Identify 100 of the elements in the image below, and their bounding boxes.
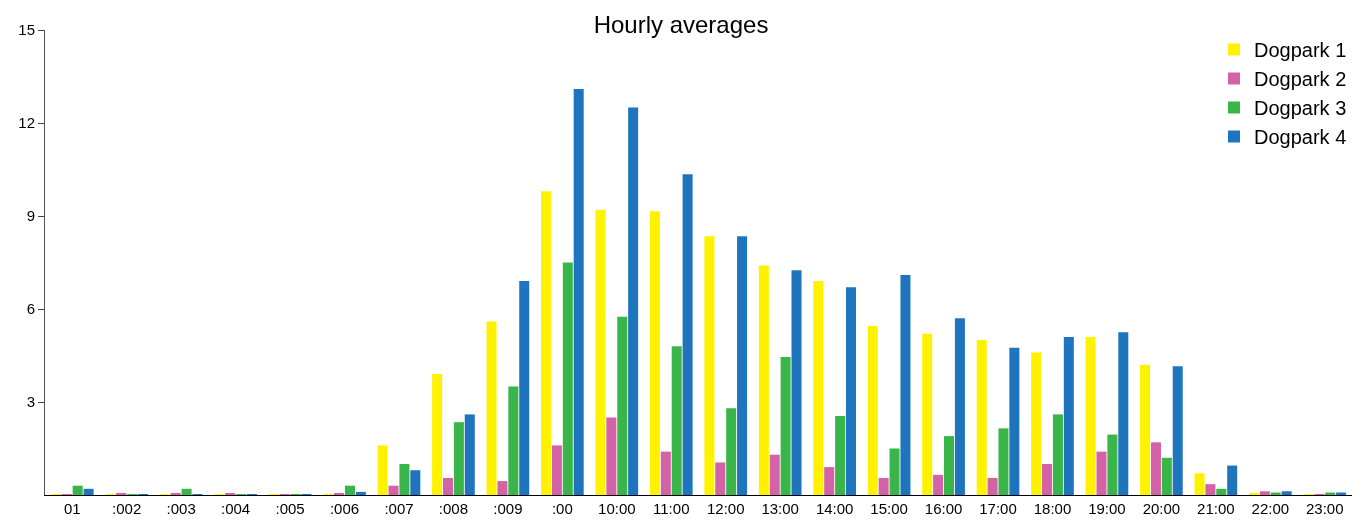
bar bbox=[715, 462, 726, 495]
x-tick-label: 23:00 bbox=[1306, 500, 1344, 517]
bar bbox=[1031, 352, 1042, 495]
bar bbox=[1052, 414, 1063, 495]
bar bbox=[628, 107, 639, 495]
bar bbox=[1259, 491, 1270, 495]
bar bbox=[432, 374, 443, 495]
bar bbox=[541, 191, 552, 495]
bar bbox=[606, 417, 617, 495]
bar bbox=[1042, 464, 1053, 495]
x-tick-label: :008 bbox=[438, 500, 469, 517]
legend-label: Dogpark 4 bbox=[1254, 126, 1347, 149]
legend-label: Dogpark 3 bbox=[1254, 97, 1347, 120]
bar bbox=[344, 485, 355, 495]
x-tick-label: 17:00 bbox=[979, 500, 1017, 517]
x-tick-label: :003 bbox=[166, 500, 196, 517]
x-tick-label: :009 bbox=[493, 500, 523, 517]
bar bbox=[388, 485, 399, 495]
x-tick-label: 01 bbox=[63, 500, 81, 517]
bar bbox=[1227, 465, 1238, 495]
bar bbox=[1161, 457, 1172, 495]
x-tick-label: 19:00 bbox=[1088, 500, 1126, 517]
bar bbox=[497, 481, 508, 495]
x-tick-label: 15:00 bbox=[870, 500, 908, 517]
bar bbox=[933, 474, 944, 495]
x-tick-label: :00 bbox=[551, 500, 573, 517]
bar bbox=[944, 436, 955, 495]
bar bbox=[889, 448, 900, 495]
bar bbox=[464, 414, 475, 495]
bar bbox=[758, 265, 769, 495]
bar bbox=[508, 386, 519, 495]
bar bbox=[399, 464, 410, 495]
bar bbox=[355, 491, 366, 495]
bar bbox=[1107, 434, 1118, 495]
bar bbox=[1118, 332, 1129, 495]
bar bbox=[617, 316, 628, 495]
x-tick-label: 10:00 bbox=[598, 500, 636, 517]
legend-label: Dogpark 2 bbox=[1254, 68, 1347, 91]
bar bbox=[573, 88, 584, 495]
y-tick-label: 9 bbox=[26, 207, 35, 225]
x-tick-label: :007 bbox=[384, 500, 414, 517]
bar bbox=[867, 326, 878, 495]
bar bbox=[845, 287, 856, 495]
bar bbox=[1009, 347, 1020, 495]
bar bbox=[987, 477, 998, 495]
bar bbox=[824, 467, 835, 495]
legend-label: Dogpark 1 bbox=[1254, 39, 1347, 62]
x-tick-label: 18:00 bbox=[1033, 500, 1072, 517]
bar bbox=[1085, 336, 1096, 495]
bar bbox=[83, 488, 94, 495]
bar bbox=[835, 415, 846, 495]
bar bbox=[682, 174, 693, 495]
x-tick-label: :002 bbox=[112, 500, 142, 517]
bar bbox=[486, 321, 497, 495]
bar bbox=[410, 470, 421, 495]
x-tick-label: 16:00 bbox=[924, 500, 963, 517]
x-tick-label: :005 bbox=[275, 500, 305, 517]
x-tick-label: 14:00 bbox=[815, 500, 854, 517]
x-tick-label: :004 bbox=[221, 500, 251, 517]
bar bbox=[780, 357, 791, 495]
bar bbox=[813, 281, 824, 495]
bar bbox=[791, 270, 802, 495]
bar bbox=[519, 281, 530, 495]
bar bbox=[660, 451, 671, 495]
bar bbox=[1248, 492, 1259, 495]
x-tick-label: :006 bbox=[329, 500, 360, 517]
bar bbox=[442, 477, 453, 495]
bar bbox=[1281, 491, 1292, 495]
x-tick-label: 12:00 bbox=[706, 500, 745, 517]
x-tick-label: 11:00 bbox=[653, 500, 690, 517]
bar bbox=[453, 422, 464, 495]
bar bbox=[769, 454, 780, 495]
bar bbox=[1194, 473, 1205, 495]
x-tick-label: 21:00 bbox=[1197, 500, 1235, 517]
bar bbox=[900, 274, 911, 495]
bar bbox=[377, 445, 388, 495]
bar bbox=[562, 262, 573, 495]
bar bbox=[72, 485, 83, 495]
y-tick-label: 6 bbox=[26, 300, 35, 318]
chart-title: Hourly averages bbox=[593, 10, 769, 38]
bar bbox=[671, 346, 682, 495]
bar bbox=[1172, 366, 1183, 495]
bar bbox=[737, 236, 748, 495]
y-tick-label: 15 bbox=[18, 21, 35, 39]
bar bbox=[1150, 442, 1161, 495]
bar bbox=[704, 236, 715, 495]
bar bbox=[1216, 488, 1227, 495]
bar bbox=[1096, 451, 1107, 495]
bar bbox=[1140, 364, 1151, 495]
x-tick-label: 22:00 bbox=[1251, 500, 1290, 517]
x-tick-label: 20:00 bbox=[1142, 500, 1181, 517]
bar bbox=[551, 445, 562, 495]
bar bbox=[595, 209, 606, 495]
bar bbox=[954, 318, 965, 495]
bar bbox=[878, 477, 889, 495]
x-tick-label: 13:00 bbox=[761, 500, 799, 517]
bar bbox=[726, 408, 737, 495]
bar bbox=[976, 340, 987, 495]
bar bbox=[922, 333, 933, 495]
bar bbox=[649, 211, 660, 495]
